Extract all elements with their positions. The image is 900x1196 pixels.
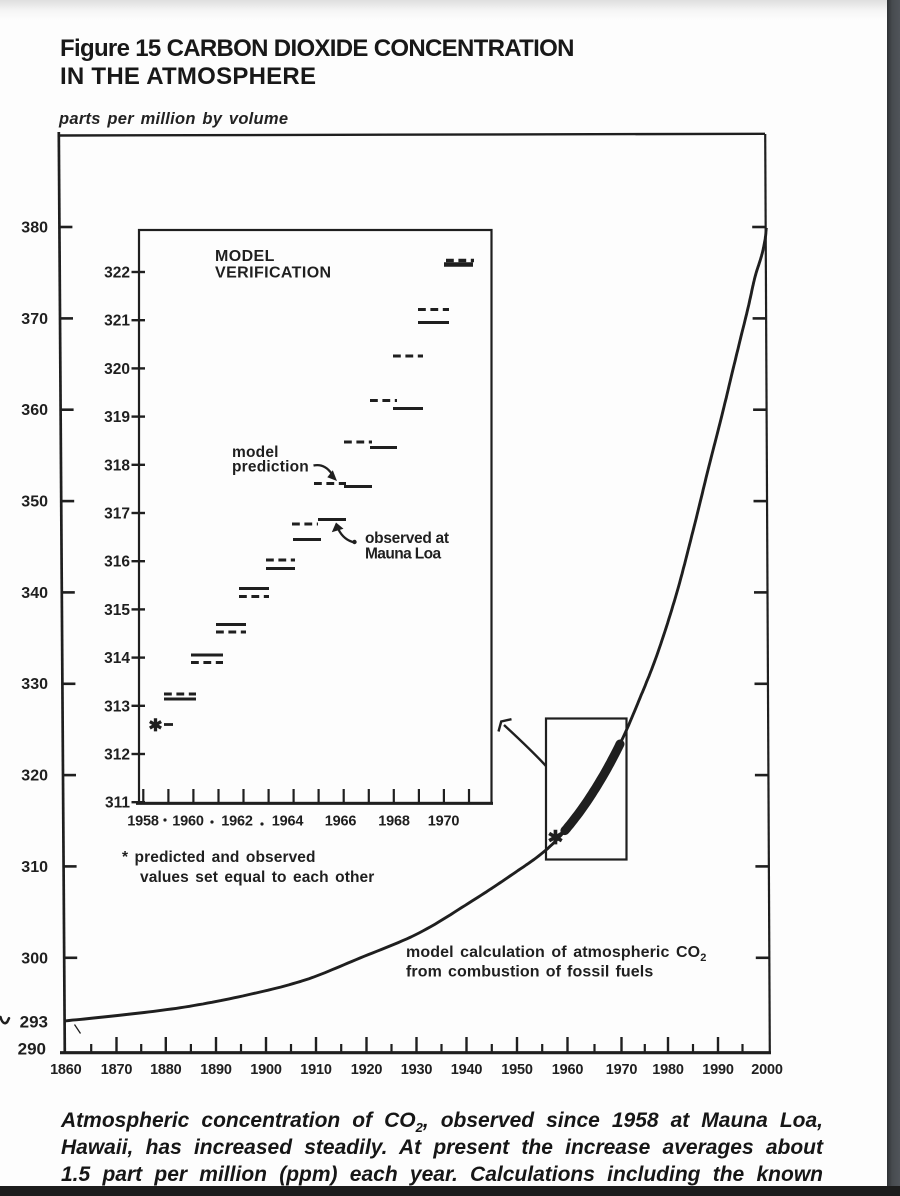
svg-text:VERIFICATION: VERIFICATION: [215, 265, 332, 282]
svg-text:1970: 1970: [428, 814, 460, 830]
svg-text:1980: 1980: [652, 1062, 684, 1078]
svg-text:315: 315: [104, 602, 130, 619]
svg-text:322: 322: [104, 265, 130, 282]
svg-text:1990: 1990: [702, 1062, 734, 1078]
svg-text:model: model: [232, 444, 279, 461]
svg-text:340: 340: [21, 585, 48, 602]
svg-text:1966: 1966: [325, 814, 357, 830]
svg-text:1970: 1970: [606, 1062, 638, 1078]
svg-text:2000: 2000: [751, 1062, 783, 1078]
svg-text:310: 310: [21, 859, 48, 876]
svg-text:318: 318: [104, 457, 130, 474]
svg-text:1910: 1910: [300, 1062, 332, 1078]
svg-text:319: 319: [104, 409, 130, 426]
svg-text:311: 311: [105, 795, 130, 812]
svg-text:1960: 1960: [172, 814, 204, 830]
svg-text:from combustion of fossil fuel: from combustion of fossil fuels: [406, 964, 653, 981]
svg-text:1940: 1940: [451, 1062, 483, 1078]
svg-text:1870: 1870: [101, 1062, 133, 1078]
svg-text:330: 330: [21, 676, 48, 693]
svg-text:316: 316: [104, 554, 130, 571]
svg-text:290: 290: [18, 1040, 46, 1059]
svg-text:380: 380: [21, 220, 48, 237]
svg-text:312: 312: [104, 747, 130, 764]
svg-text:prediction: prediction: [232, 459, 309, 476]
svg-text:1964: 1964: [272, 814, 304, 830]
svg-text:* predicted and observed: * predicted and observed: [122, 849, 316, 866]
svg-text:values set equal to each other: values set equal to each other: [140, 869, 374, 886]
svg-text:1968: 1968: [378, 814, 410, 830]
svg-text:1962: 1962: [221, 814, 253, 830]
svg-text:✱: ✱: [148, 716, 162, 735]
svg-text:1958: 1958: [127, 814, 159, 830]
svg-text:1880: 1880: [150, 1062, 182, 1078]
svg-text:320: 320: [21, 768, 48, 785]
svg-text:350: 350: [21, 494, 48, 511]
svg-text:321: 321: [104, 313, 130, 330]
svg-text:320: 320: [104, 361, 130, 378]
svg-text:313: 313: [104, 698, 130, 715]
svg-text:360: 360: [21, 402, 48, 419]
svg-text:300: 300: [21, 950, 48, 967]
svg-text:317: 317: [104, 506, 130, 523]
svg-text:314: 314: [104, 650, 130, 667]
svg-text:1860: 1860: [50, 1062, 82, 1078]
svg-text:1930: 1930: [401, 1062, 433, 1078]
svg-text:1960: 1960: [552, 1062, 584, 1078]
svg-text:1920: 1920: [351, 1062, 383, 1078]
svg-text:MODEL: MODEL: [215, 248, 275, 265]
svg-text:1900: 1900: [250, 1062, 282, 1078]
svg-text:observed at: observed at: [365, 530, 449, 547]
svg-text:1890: 1890: [200, 1062, 232, 1078]
svg-text:293: 293: [20, 1013, 48, 1032]
svg-text:✱: ✱: [548, 828, 564, 849]
svg-text:model calculation of atmospher: model calculation of atmospheric CO2: [406, 944, 706, 964]
svg-text:1950: 1950: [501, 1062, 533, 1078]
svg-text:Mauna Loa: Mauna Loa: [365, 546, 442, 563]
svg-text:370: 370: [21, 311, 48, 328]
